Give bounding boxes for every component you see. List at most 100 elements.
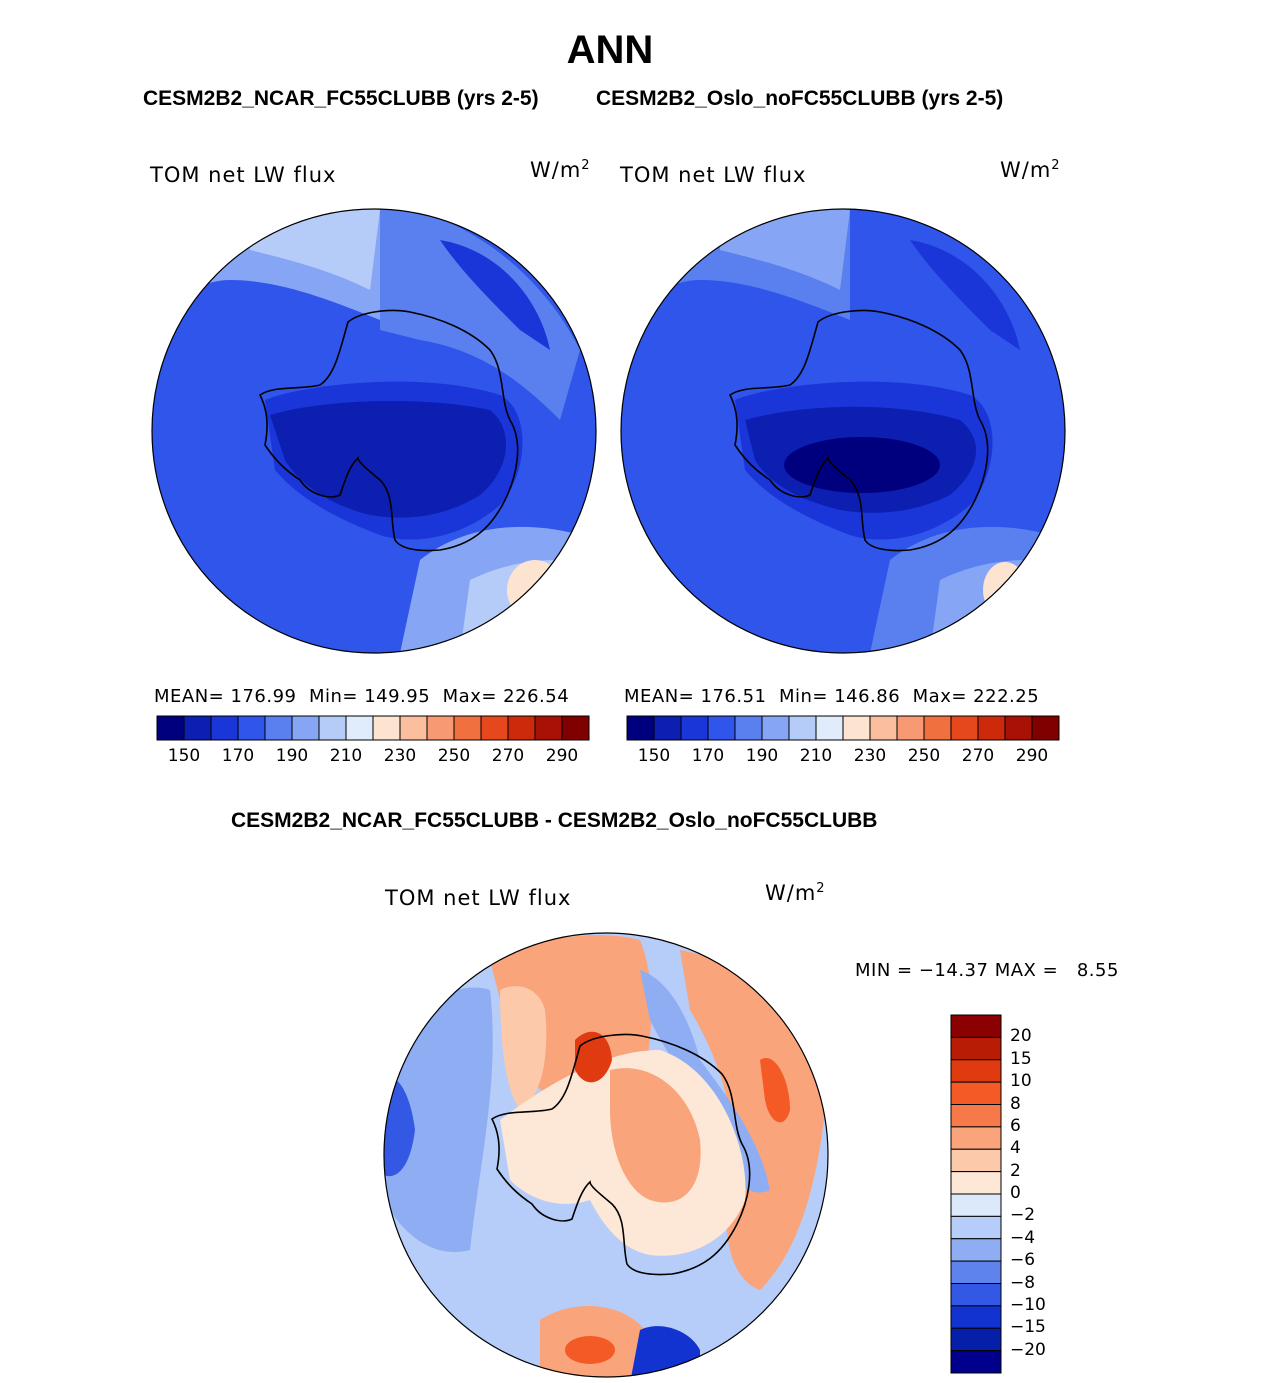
colorbar-tick-label: 150 (167, 746, 201, 766)
diff-colorbar-tick-label: 20 (1010, 1026, 1032, 1047)
panel1-mean-value: 176.99 (230, 686, 297, 707)
colorbar-tick-label: 270 (961, 746, 995, 766)
panel1-field-label: TOM net LW flux (150, 163, 337, 187)
colorbar-swatch (183, 715, 212, 741)
diff-colorbar-tick-label: −8 (1010, 1272, 1036, 1293)
colorbar-swatch (626, 715, 655, 741)
colorbar-tick-label: 170 (691, 746, 725, 766)
panel1-coastline (258, 309, 519, 552)
panel2-units-exp: 2 (1051, 158, 1061, 173)
panel3-east-peak (760, 1058, 790, 1123)
colorbar-tick-label: 170 (221, 746, 255, 766)
panel1-dark-stripe (440, 240, 550, 350)
colorbar-swatch (453, 715, 482, 741)
panel3-west-blue (384, 987, 493, 1252)
panel3-units: W/m2 (765, 881, 826, 905)
colorbar-swatch (561, 715, 590, 741)
colorbar-swatch (923, 715, 952, 741)
diff-colorbar-tick-label: 2 (1010, 1160, 1021, 1181)
diff-colorbar-tick-label: −2 (1010, 1205, 1036, 1226)
panel1-continent-core (270, 400, 507, 518)
panel2-min-value: 146.86 (834, 686, 901, 707)
panel2-mean-label: MEAN= (624, 686, 695, 707)
panel2-coastline (728, 309, 989, 552)
diff-colorbar-swatch (950, 1081, 1002, 1105)
panel1-stats: MEAN= 176.99 Min= 149.95 Max= 226.54 (154, 686, 569, 707)
diff-colorbar-tick-label: 0 (1010, 1183, 1021, 1203)
diff-colorbar-swatch (950, 1104, 1002, 1128)
panel3-red-peak (575, 1031, 612, 1083)
colorbar-swatch (977, 715, 1006, 741)
diff-colorbar-tick-label: 10 (1010, 1071, 1032, 1092)
panel1-units-base: W/m (530, 158, 582, 182)
panel3-field-label: TOM net LW flux (385, 886, 572, 910)
colorbar-swatch (534, 715, 563, 741)
panel3-min-label: MIN = (855, 960, 913, 981)
colorbar-swatch (426, 715, 455, 741)
panel1-map-border (151, 208, 597, 654)
colorbar-swatch (1031, 715, 1060, 741)
diff-title: CESM2B2_NCAR_FC55CLUBB - CESM2B2_Oslo_no… (231, 809, 878, 832)
diff-colorbar-tick-label: −15 (1010, 1317, 1046, 1338)
panel1-colorbar-ticks: 150 170 190 210 230 250 270 290 (157, 746, 589, 770)
panel2-mean-value: 176.51 (700, 686, 767, 707)
diff-colorbar-swatch (950, 1350, 1002, 1374)
diff-colorbar-tick-label: 6 (1010, 1115, 1021, 1136)
case1-title: CESM2B2_NCAR_FC55CLUBB (yrs 2-5) (143, 87, 539, 110)
panel2-max-label: Max= (912, 686, 967, 707)
colorbar-tick-label: 210 (799, 746, 833, 766)
panel3-north-pale (500, 986, 547, 1110)
panel3-coastline (490, 1033, 751, 1276)
colorbar-swatch (1004, 715, 1033, 741)
diff-colorbar-tick-label: −10 (1010, 1294, 1046, 1315)
colorbar-tick-label: 230 (853, 746, 887, 766)
diff-colorbar-tick-label: −6 (1010, 1250, 1036, 1271)
diff-colorbar-swatch (950, 1014, 1002, 1038)
diff-colorbar-swatch (950, 1126, 1002, 1150)
panel2-max-value: 222.25 (973, 686, 1040, 707)
panel1-mid-band (380, 209, 580, 420)
colorbar-swatch (761, 715, 790, 741)
panel2-colorbar (626, 715, 1060, 741)
colorbar-tick-label: 210 (329, 746, 363, 766)
diff-colorbar-tick-label: 4 (1010, 1138, 1021, 1159)
panel3-west-darker (384, 1077, 415, 1177)
diff-colorbar-swatch (950, 1148, 1002, 1173)
diff-colorbar-tick-label: −4 (1010, 1227, 1036, 1248)
panel2-mid-band (850, 209, 1050, 420)
panel2-stats: MEAN= 176.51 Min= 146.86 Max= 222.25 (624, 686, 1039, 707)
panel1-units: W/m2 (530, 158, 591, 182)
case2-title: CESM2B2_Oslo_noFC55CLUBB (yrs 2-5) (596, 87, 1004, 110)
colorbar-swatch (869, 715, 898, 741)
diff-colorbar-swatch (950, 1215, 1002, 1240)
diff-colorbar-swatch (950, 1305, 1002, 1329)
panel2-min-core (784, 437, 940, 493)
diff-colorbar-swatch (950, 1193, 1002, 1217)
colorbar-swatch (318, 715, 347, 741)
panel1-min-label: Min= (308, 686, 358, 707)
panel3-stats: MIN = −14.37 MAX = 8.55 (855, 960, 1119, 981)
diff-colorbar-swatch (950, 1260, 1002, 1284)
panel3-south-peak (565, 1336, 615, 1364)
panel2-map-border (620, 208, 1066, 654)
panel1-colorbar (156, 715, 590, 741)
diff-colorbar-ticks: 20 15 10 8 6 4 2 0 −2 −4 −6 −8 −10 −15 −20 (1010, 1015, 1090, 1373)
diff-colorbar-swatch (950, 1036, 1002, 1061)
diff-colorbar-swatch (950, 1238, 1002, 1262)
panel1-units-exp: 2 (581, 158, 591, 173)
diff-colorbar-tick-label: 15 (1010, 1048, 1032, 1069)
panel3-min-value: −14.37 (918, 960, 989, 981)
panel3-max-label: MAX = (994, 960, 1059, 981)
colorbar-swatch (788, 715, 817, 741)
diff-colorbar-swatch (950, 1059, 1002, 1083)
colorbar-tick-label: 190 (275, 746, 309, 766)
colorbar-swatch (680, 715, 709, 741)
colorbar-tick-label: 250 (437, 746, 471, 766)
colorbar-tick-label: 190 (745, 746, 779, 766)
panel3-northeast-warm (680, 950, 828, 1290)
diff-colorbar-swatch (950, 1283, 1002, 1307)
panel2-dark-stripe (910, 240, 1020, 350)
